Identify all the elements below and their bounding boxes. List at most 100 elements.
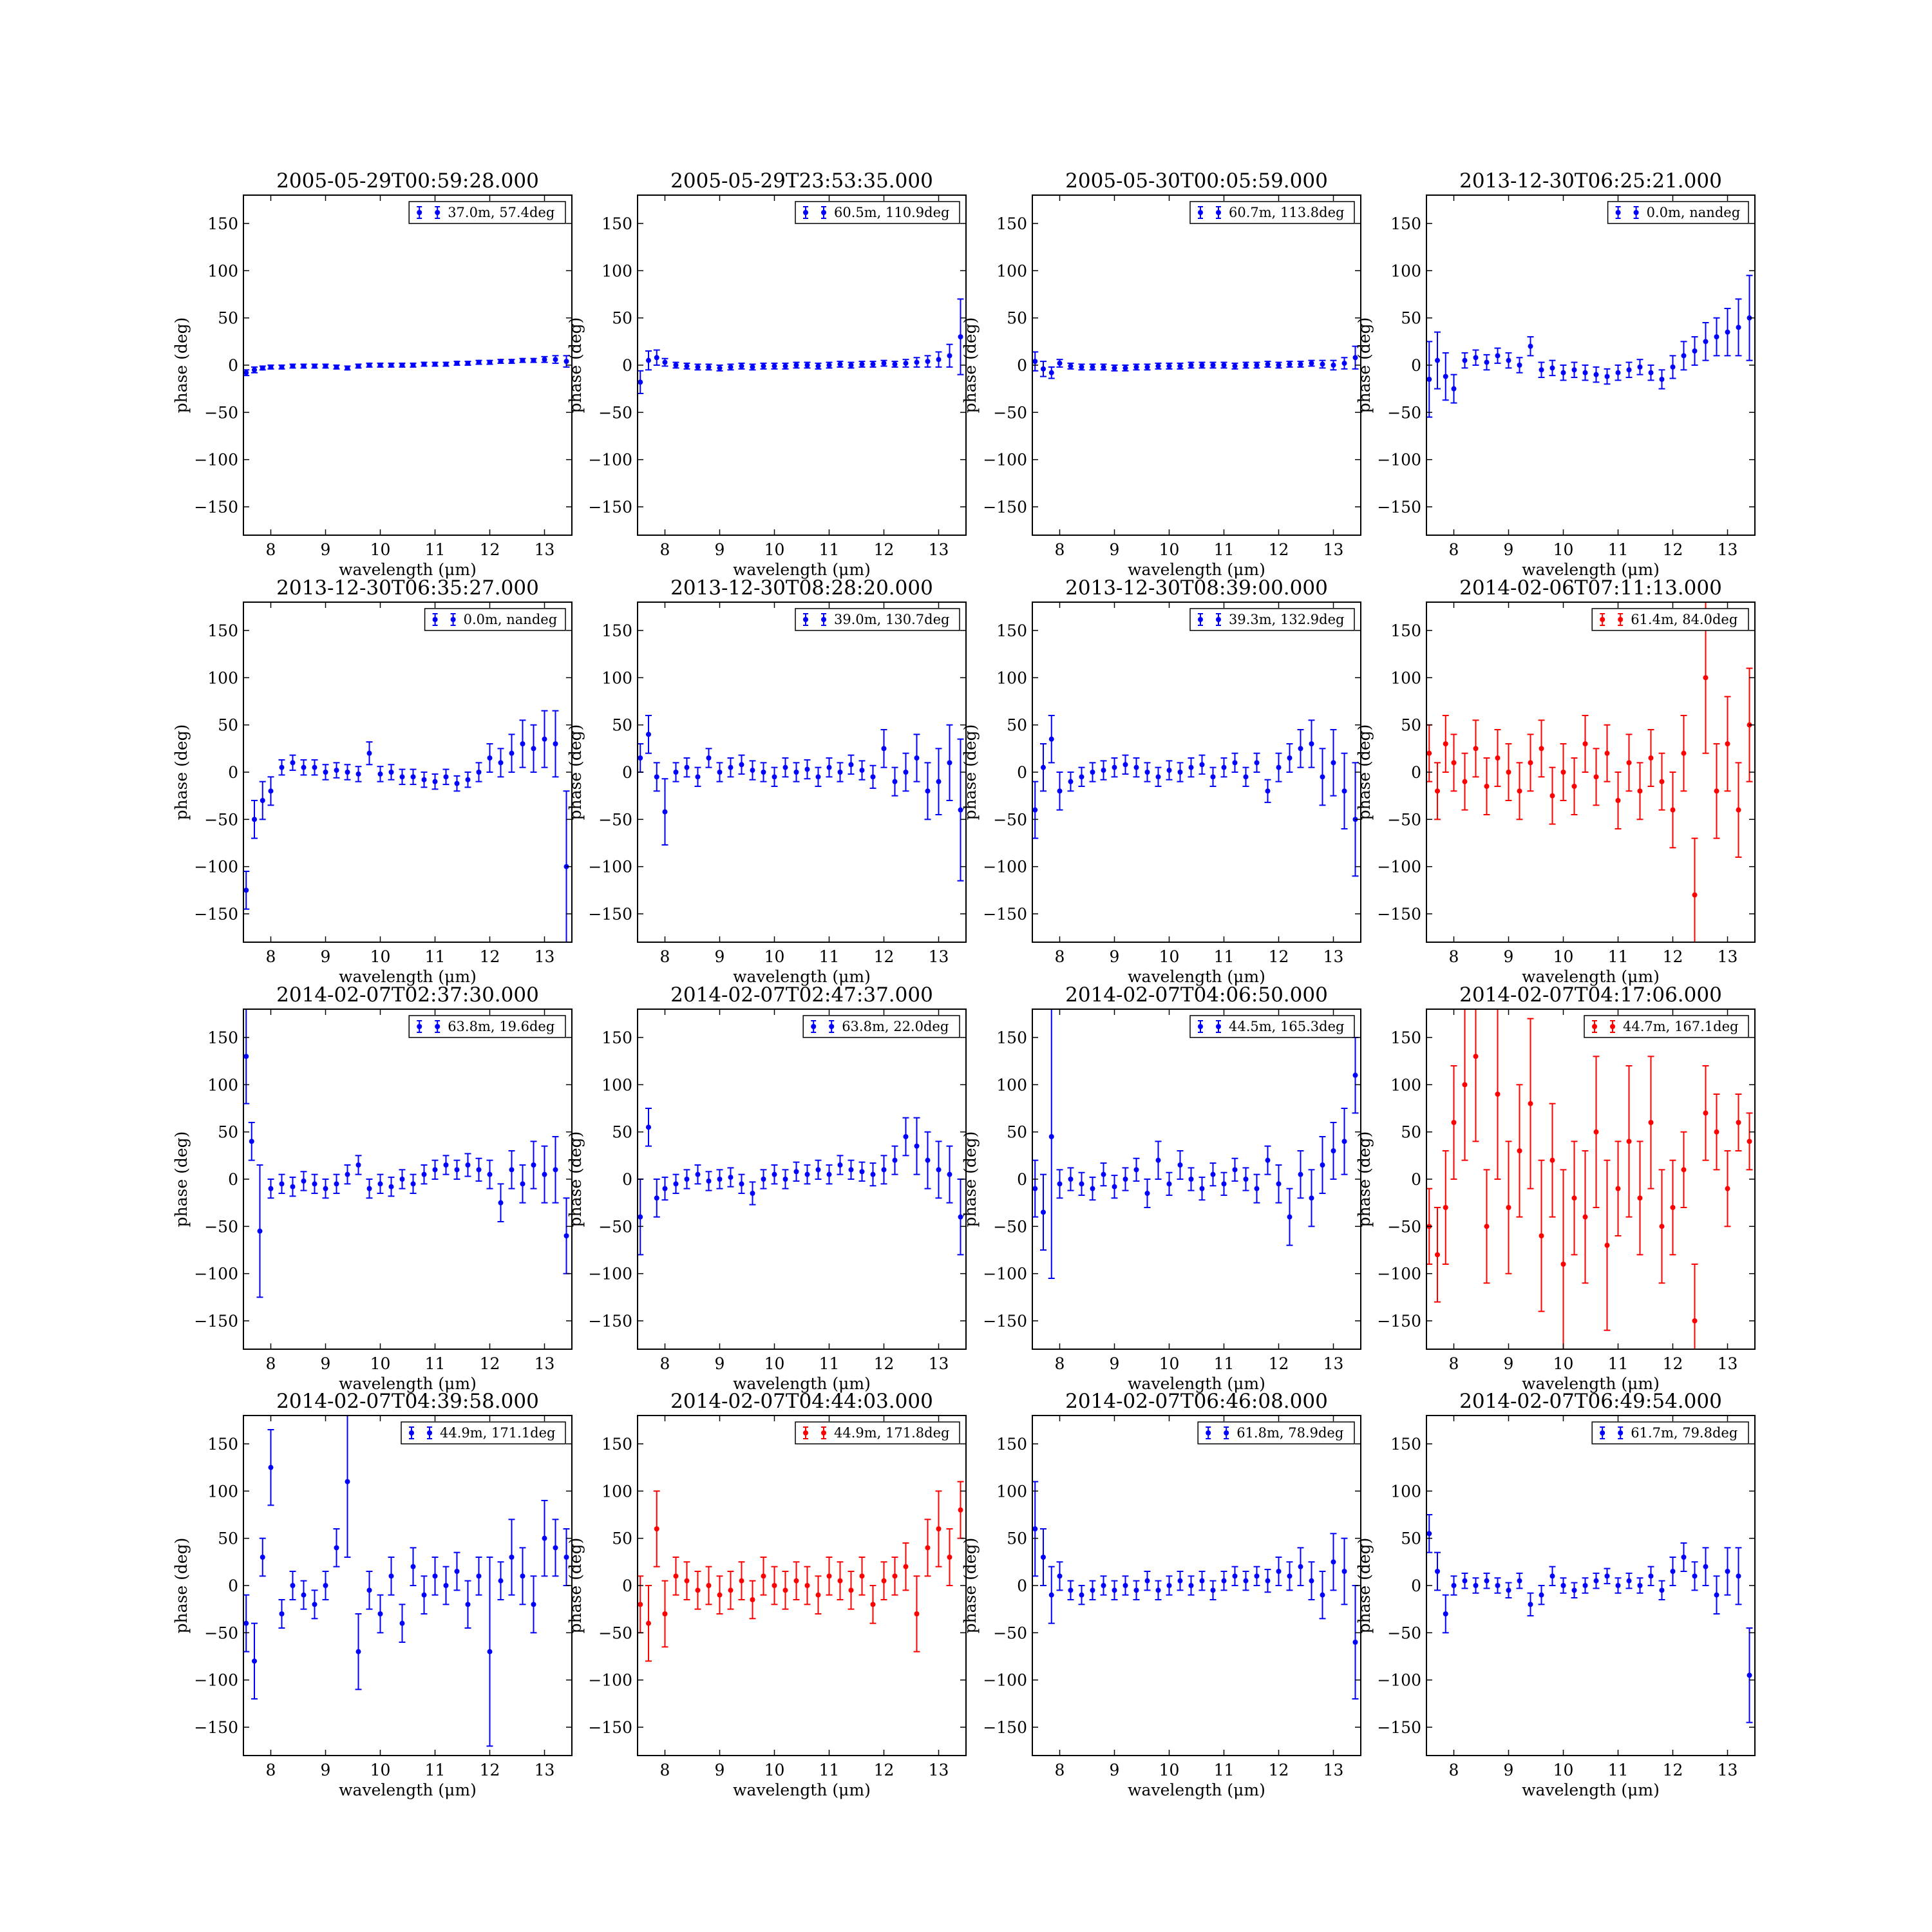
y-tick-label: 0 [1017,763,1027,782]
data-point [1615,1186,1621,1191]
x-axis-label: wavelength (μm) [1128,967,1265,986]
x-tick-label: 9 [321,1354,331,1373]
data-point [1276,1181,1282,1187]
subplot-11: 2014-02-07T04:06:50.000 8 9 10 11 12 13 −150 −10… [961,983,1361,1393]
data-point [421,361,427,367]
legend-marker [1618,617,1624,622]
legend-label: 61.7m, 79.8deg [1631,1425,1738,1441]
data-point [837,770,843,775]
x-tick-label: 12 [480,1354,500,1373]
y-tick-label: 150 [601,214,632,233]
data-point [531,1602,536,1607]
data-point [443,1162,449,1168]
data-point [1188,1177,1194,1182]
data-point [947,760,952,766]
data-point [553,1545,558,1551]
y-tick-label: 0 [228,1577,238,1595]
data-point [1287,361,1293,367]
data-point [646,732,651,737]
data-point [1122,365,1128,371]
x-tick-label: 8 [1055,540,1065,559]
data-point [476,359,482,365]
data-point [793,770,799,775]
legend: 61.8m, 78.9deg [1197,1421,1355,1444]
x-axis-label: wavelength (μm) [1522,967,1660,986]
data-point [684,363,690,369]
data-point [1331,1148,1336,1153]
legend-marker [1618,1430,1624,1435]
legend-marker [1198,210,1203,215]
data-point [312,1181,317,1187]
data-point [366,1587,372,1593]
legend: 37.0m, 57.4deg [408,201,566,224]
y-tick-label: −50 [598,810,632,829]
y-tick-label: 150 [601,621,632,640]
data-point [750,364,755,370]
data-point [739,1181,744,1187]
data-point [1593,1129,1599,1135]
data-point [1659,779,1665,784]
data-point [1560,1583,1566,1588]
data-point [750,1597,755,1602]
data-point [848,762,854,768]
subplot-5: 2013-12-30T06:35:27.000 8 9 10 11 12 13 −150 −10… [172,576,573,986]
data-point [1341,1569,1347,1574]
y-tick-label: −150 [194,498,238,516]
data-point [1435,788,1440,794]
y-tick-label: −50 [1387,810,1421,829]
data-point [1144,770,1150,775]
data-point [465,1162,471,1168]
legend-marker [1633,210,1639,215]
series-4 [1426,274,1753,418]
y-axis-label: phase (deg) [961,1538,980,1634]
data-point [243,1054,249,1059]
x-tick-label: 12 [480,947,500,966]
subplot-9: 2014-02-07T02:37:30.000 8 9 10 11 12 13 −150 −10… [172,983,573,1393]
x-tick-label: 11 [819,1761,840,1779]
data-point [1232,760,1238,766]
data-point [1068,1177,1074,1182]
y-tick-label: −100 [194,1671,238,1690]
data-point [673,1573,679,1579]
data-point [1451,386,1457,392]
data-point [260,365,265,371]
y-tick-label: 150 [207,1435,238,1454]
data-point [1309,1195,1314,1201]
data-point [1155,363,1161,369]
data-point [1539,367,1544,373]
data-point [1736,325,1741,330]
subplot-title: 2014-02-07T04:44:03.000 [670,1390,933,1413]
data-point [1210,363,1216,368]
y-tick-label: −150 [983,1718,1027,1737]
y-tick-label: −150 [194,1312,238,1331]
legend-label: 39.3m, 132.9deg [1229,612,1344,627]
data-point [1287,1214,1293,1220]
data-point [1549,1573,1555,1579]
subplot-title: 2014-02-06T07:11:13.000 [1459,576,1722,600]
data-point [728,764,734,770]
series-10 [638,1108,964,1256]
x-axis-label: wavelength (μm) [339,967,477,986]
data-point [1199,363,1205,368]
x-axis-label: wavelength (μm) [1522,1374,1660,1393]
data-point [487,359,493,365]
data-point [520,1573,526,1579]
data-point [695,364,701,370]
data-point [892,361,898,367]
data-point [1648,370,1654,375]
data-point [1426,1531,1432,1537]
data-point [1451,1120,1457,1125]
data-point [739,762,744,768]
data-point [673,770,679,775]
legend-label: 44.9m, 171.8deg [834,1425,949,1441]
data-point [1210,774,1216,780]
legend-marker [1615,210,1621,215]
legend-marker [803,210,808,215]
x-tick-label: 13 [929,540,949,559]
series-7 [1032,715,1359,877]
x-tick-label: 12 [1269,540,1289,559]
x-tick-label: 11 [1214,947,1235,966]
data-point [914,1611,920,1616]
data-point [1593,372,1599,377]
series-2 [638,298,964,394]
